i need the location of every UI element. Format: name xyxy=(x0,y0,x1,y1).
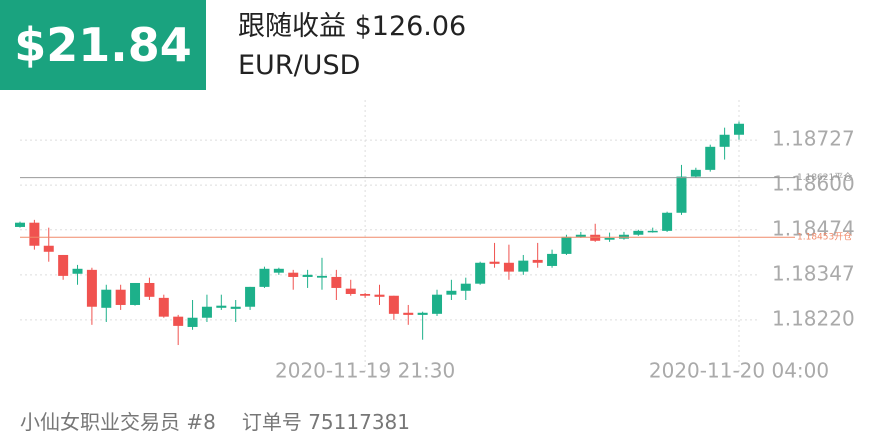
candle-body xyxy=(503,262,514,272)
follow-profit: 跟随收益 $126.06 xyxy=(238,11,467,42)
candle-body xyxy=(647,230,658,233)
candle-body xyxy=(475,262,486,284)
candle-body xyxy=(101,289,112,308)
y-tick-label: 1.18474 xyxy=(772,216,855,240)
candle-body xyxy=(29,222,40,246)
candle-body xyxy=(403,312,414,315)
candle-body xyxy=(532,259,543,263)
candle-body xyxy=(618,234,629,239)
candle-body xyxy=(604,237,615,240)
candle-body xyxy=(417,312,428,315)
candle-body xyxy=(575,234,586,237)
candle-body xyxy=(187,317,198,327)
candle-body xyxy=(86,269,97,307)
candle-body xyxy=(316,275,327,278)
profit: $21.84 xyxy=(0,0,206,90)
candle-body xyxy=(115,289,126,305)
candle-body xyxy=(245,286,256,307)
x-tick-label: 2020-11-20 04:00 xyxy=(649,359,829,383)
y-tick-label: 1.18600 xyxy=(772,172,855,196)
candle-body xyxy=(561,236,572,254)
candle-body xyxy=(273,268,284,273)
y-tick-label: 1.18347 xyxy=(772,261,855,285)
candle-body xyxy=(331,276,342,288)
candle-body xyxy=(547,253,558,266)
candle-body xyxy=(144,282,155,297)
candle-body xyxy=(158,297,169,317)
candle-body xyxy=(230,306,241,309)
candle-body xyxy=(58,254,69,276)
candle-body xyxy=(216,305,227,308)
candle-body xyxy=(201,306,212,318)
order-number: 订单号 75117381 xyxy=(241,410,410,434)
candle-body xyxy=(489,261,500,264)
candle-body xyxy=(130,282,141,305)
candle-body xyxy=(719,134,730,147)
price-line-label: 1.18453开仓 xyxy=(797,231,852,243)
candle-body xyxy=(360,293,371,296)
candle-body xyxy=(446,290,457,295)
chart: 1.18220 1.18347 1.18474 1.18600 1.18727 2020-… xyxy=(15,100,855,383)
candle-body xyxy=(662,212,673,231)
y-tick-label: 1.18727 xyxy=(772,127,855,151)
candle-body xyxy=(72,268,83,274)
x-tick-label: 2020-11-19 21:30 xyxy=(275,359,455,383)
candle-body xyxy=(259,268,270,287)
candle-body xyxy=(43,245,54,252)
candle-body xyxy=(302,274,313,277)
candle-body xyxy=(388,295,399,314)
y-tick-label: 1.18220 xyxy=(772,306,855,330)
trader: 小仙女职业交易员 #8 xyxy=(20,410,216,434)
candle-body xyxy=(676,176,687,213)
candle-body xyxy=(345,288,356,294)
candle-body xyxy=(374,294,385,297)
candle-body xyxy=(734,123,744,135)
candle-body xyxy=(173,316,184,326)
price-line-label: 1.18621平仓 xyxy=(797,171,852,183)
candle-body xyxy=(633,230,644,235)
footer: 小仙女职业交易员 #8 订单号 75117381 xyxy=(20,406,410,435)
candle-body xyxy=(15,222,25,227)
symbol: EUR/USD xyxy=(238,50,361,81)
candle-body xyxy=(518,260,529,272)
candle-body xyxy=(288,272,299,277)
candle-body xyxy=(460,283,471,291)
candle-body xyxy=(432,294,443,314)
candle-body xyxy=(590,234,601,241)
candle-body xyxy=(690,169,701,177)
candle-body xyxy=(705,146,716,170)
